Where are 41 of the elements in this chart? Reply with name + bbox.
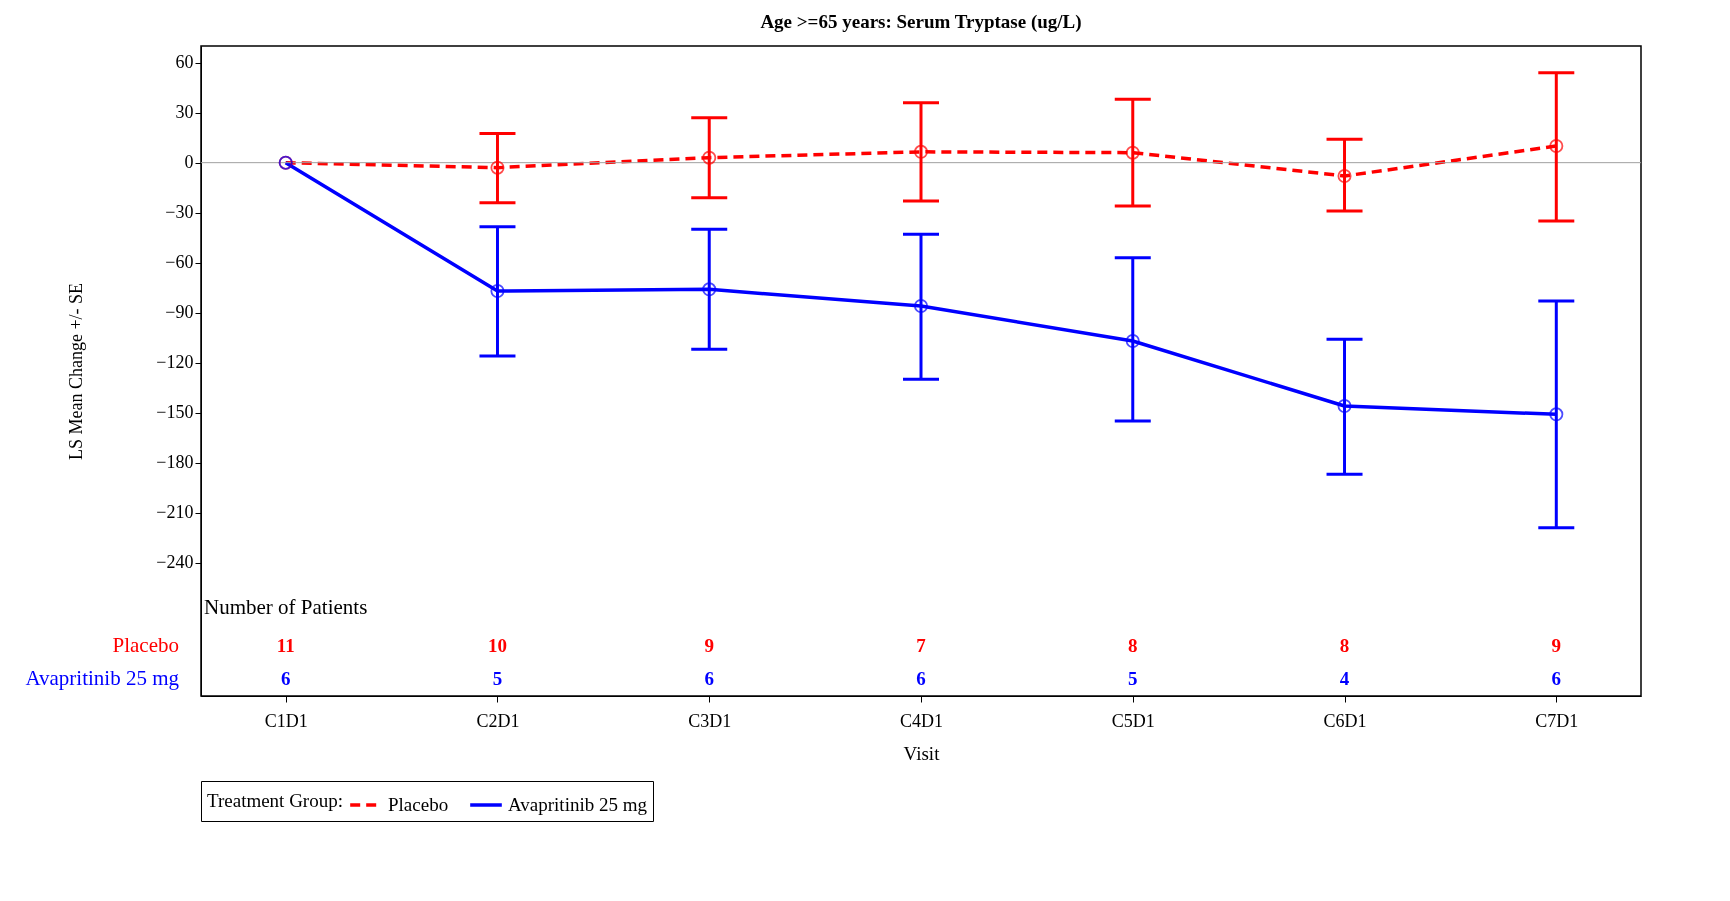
annotation: 6	[280, 668, 291, 689]
y-tick-label: 0	[184, 152, 194, 173]
legend-label: Placebo	[388, 794, 449, 815]
y-tick-label: −60	[165, 252, 194, 273]
y-tick-label: −150	[156, 402, 194, 423]
x-tick-label: C7D1	[1535, 710, 1579, 731]
x-tick-label: C6D1	[1323, 710, 1367, 731]
annotation: 11	[276, 635, 295, 656]
y-tick-label: −120	[156, 352, 194, 373]
annotation: 6	[916, 668, 926, 689]
x-tick-label: C5D1	[1111, 710, 1155, 731]
annotation: 7	[916, 635, 927, 656]
legend-title: Treatment Group:	[207, 790, 343, 811]
x-axis-title: Visit	[903, 742, 941, 764]
y-tick-label: −30	[165, 202, 194, 223]
y-tick-label: −180	[156, 452, 194, 473]
annotation: 10	[487, 635, 507, 656]
annotation: 4	[1339, 668, 1350, 689]
x-tick-label: C4D1	[899, 710, 944, 731]
y-axis-title: LS Mean Change +/- SE	[66, 282, 87, 461]
annotation: 8	[1128, 635, 1138, 656]
annotation: 8	[1339, 635, 1350, 656]
chart-title: Age >=65 years: Serum Tryptase (ug/L)	[760, 11, 1082, 33]
y-tick-label: 60	[175, 52, 194, 73]
annotation: 5	[492, 668, 503, 689]
x-tick-label: C1D1	[264, 710, 308, 731]
legend-label: Avapritinib 25 mg	[508, 794, 648, 815]
annotation: 9	[1551, 635, 1562, 656]
annotation: 9	[704, 635, 714, 656]
annotation: 6	[704, 668, 714, 689]
text: Placebo	[112, 633, 179, 657]
y-tick-label: −90	[165, 302, 194, 323]
text: Avapritinib 25 mg	[25, 666, 179, 690]
y-tick-label: −210	[156, 502, 194, 523]
annotation: 5	[1128, 668, 1138, 689]
annotation: 6	[1551, 668, 1562, 689]
x-tick-label: C3D1	[688, 710, 732, 731]
x-tick-label: C2D1	[476, 710, 520, 731]
y-tick-label: 30	[175, 102, 194, 123]
annotation: Number of Patients	[204, 595, 368, 619]
y-tick-label: −240	[156, 552, 194, 573]
